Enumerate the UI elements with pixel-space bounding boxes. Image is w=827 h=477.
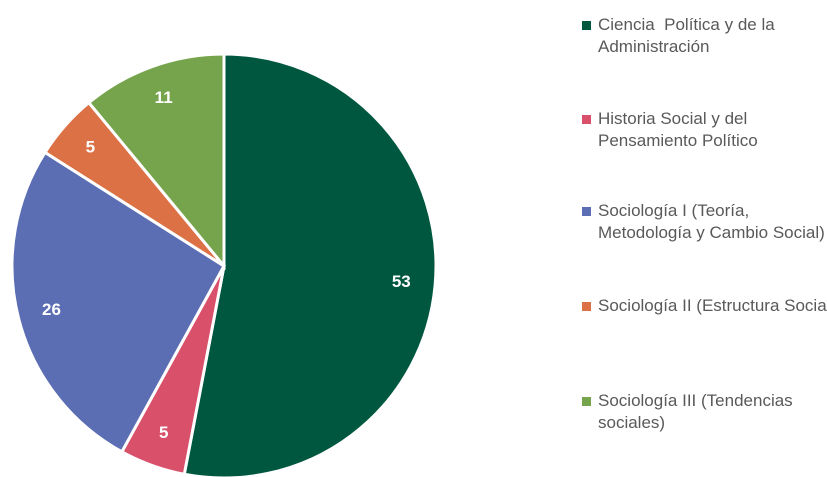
data-label: 11 [155,88,173,107]
legend-label: Historia Social y del Pensamiento Políti… [598,109,758,150]
legend-label: Sociología I (Teoría, Metodología y Camb… [598,201,825,242]
data-label: 53 [392,272,411,291]
legend-item: Historia Social y del Pensamiento Políti… [580,108,827,152]
pie-slice [182,52,438,477]
legend-label: Ciencia Política y de la Administración [598,15,779,56]
legend-label: Sociología II (Estructura Social) [598,296,827,315]
legend-swatch [582,302,591,311]
pie-slice [10,150,226,454]
data-label: 5 [159,423,168,442]
legend-item: Sociología III (Tendencias sociales) [580,390,827,434]
legend-item: Ciencia Política y de la Administración [580,14,827,58]
legend-label: Sociología III (Tendencias sociales) [598,391,798,432]
legend-item: Sociología I (Teoría, Metodología y Camb… [580,200,827,244]
legend-swatch [582,115,591,124]
legend-item: Sociología II (Estructura Social) [580,295,827,317]
data-label: 5 [86,138,95,157]
pie-slice [86,52,226,271]
data-label: 26 [42,300,61,319]
legend-swatch [582,21,591,30]
legend-swatch [582,397,591,406]
legend-swatch [582,207,591,216]
